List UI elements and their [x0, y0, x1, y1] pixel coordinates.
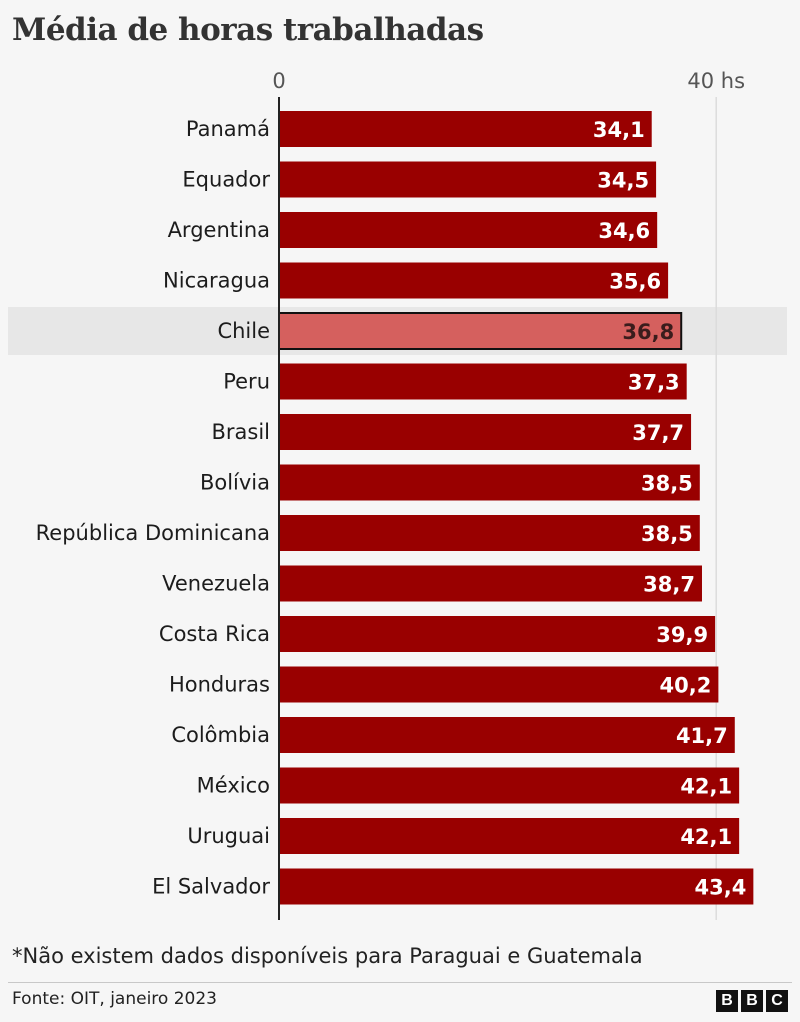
value-label: 37,3	[628, 371, 680, 395]
source-credit: Fonte: OIT, janeiro 2023	[12, 989, 217, 1009]
category-label: Uruguai	[187, 824, 270, 848]
bar	[278, 312, 683, 350]
logo-letter: C	[766, 990, 788, 1012]
chart-title: Média de horas trabalhadas	[12, 12, 484, 48]
bar	[279, 515, 700, 551]
value-label: 40,2	[660, 674, 712, 698]
bar	[279, 616, 716, 652]
category-label: Colômbia	[171, 723, 270, 747]
bbc-logo: B B C	[716, 990, 788, 1012]
bar	[279, 262, 669, 299]
value-label: 35,6	[609, 270, 661, 294]
category-label: El Salvador	[152, 875, 270, 899]
category-label: República Dominicana	[36, 521, 270, 545]
category-label: Chile	[217, 319, 270, 343]
category-label: Nicaragua	[163, 269, 270, 293]
bar	[279, 464, 700, 501]
bar	[279, 666, 719, 703]
category-label: Panamá	[186, 117, 270, 141]
value-label: 38,5	[641, 522, 693, 546]
footer-divider	[8, 982, 792, 983]
category-label: Honduras	[169, 673, 270, 697]
logo-letter: B	[741, 990, 763, 1012]
value-label: 43,4	[695, 876, 747, 900]
x-tick-label: 40 hs	[687, 69, 745, 93]
category-label: Costa Rica	[159, 622, 270, 646]
bar	[279, 161, 657, 198]
bar	[279, 565, 702, 602]
category-label: Brasil	[211, 420, 270, 444]
value-label: 42,1	[680, 825, 732, 849]
category-label: Peru	[223, 370, 270, 394]
category-label: Bolívia	[200, 471, 270, 495]
category-label: Argentina	[168, 218, 270, 242]
value-label: 36,8	[622, 320, 674, 344]
value-label: 37,7	[632, 421, 684, 445]
bar	[279, 717, 735, 753]
bar	[279, 111, 652, 147]
category-label: Equador	[182, 168, 270, 192]
value-label: 38,7	[643, 573, 695, 597]
value-label: 39,9	[656, 623, 708, 647]
bar	[279, 818, 740, 854]
bar	[279, 414, 692, 450]
value-label: 38,5	[641, 472, 693, 496]
category-label: México	[197, 774, 270, 798]
value-label: 42,1	[680, 775, 732, 799]
bar	[279, 212, 658, 248]
value-label: 34,6	[598, 219, 650, 243]
value-label: 34,5	[597, 169, 649, 193]
value-label: 34,1	[593, 118, 645, 142]
bar-chart: 0 40 hs Panamá 34,1 Equador 34,5 Argentina 34,6…	[8, 69, 787, 920]
footnote: *Não existem dados disponíveis para Para…	[12, 944, 643, 968]
category-label: Venezuela	[162, 572, 270, 596]
bar	[279, 363, 687, 400]
bar	[279, 868, 754, 905]
x-tick-label: 0	[272, 69, 285, 93]
logo-letter: B	[716, 990, 738, 1012]
bar	[279, 767, 740, 804]
value-label: 41,7	[676, 724, 728, 748]
